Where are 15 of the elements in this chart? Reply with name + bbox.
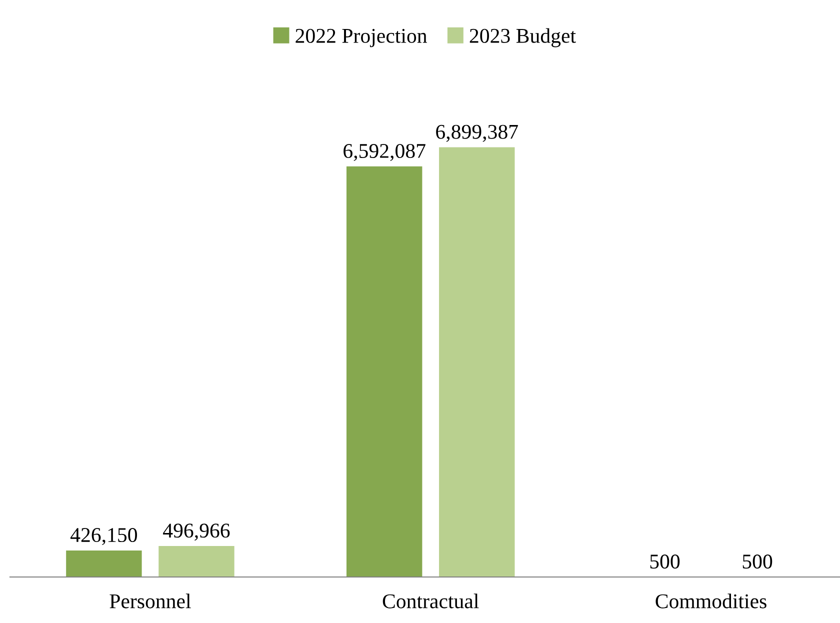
legend-label: 2023 Budget	[470, 28, 576, 48]
bar	[439, 147, 515, 577]
bar	[158, 546, 234, 577]
data-label: 426,150	[70, 528, 137, 546]
x-tick-label: Commodities	[656, 594, 766, 608]
data-label: 6,592,087	[344, 144, 426, 162]
x-tick-label: Contractual	[382, 594, 479, 608]
bar	[66, 550, 142, 577]
data-label: 500	[650, 554, 680, 569]
data-label: 6,899,387	[436, 124, 518, 142]
legend-label: 2022 Projection	[296, 28, 427, 48]
data-label: 500	[742, 554, 772, 569]
bar	[346, 166, 422, 577]
data-label: 496,966	[163, 524, 230, 541]
x-tick-label: Personnel	[110, 594, 191, 608]
